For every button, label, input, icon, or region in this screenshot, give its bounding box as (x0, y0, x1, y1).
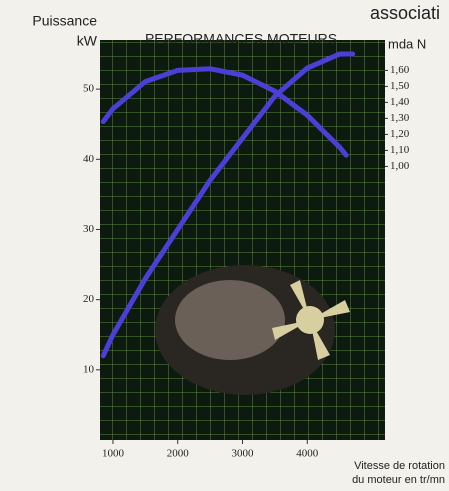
header: associati (370, 3, 440, 23)
y-tick-label: 40 (83, 153, 95, 165)
y-tick-label: 20 (83, 293, 95, 305)
y-tick-label: 30 (83, 223, 95, 235)
y2-tick-label: 1,10 (390, 144, 410, 156)
x-axis-label: Vitesse de rotation (354, 460, 445, 472)
y2-tick-label: 1,20 (390, 128, 410, 140)
y2-tick-label: 1,50 (390, 80, 410, 92)
y-tick-label: 50 (83, 83, 95, 95)
x-tick-label: 4000 (296, 448, 319, 460)
y-tick-label: 10 (83, 363, 95, 375)
line-series (100, 66, 349, 158)
y-axis-label: kW (77, 33, 98, 49)
line-series (100, 51, 356, 359)
y2-tick-label: 1,60 (390, 64, 410, 76)
y2-tick-label: 1,00 (390, 160, 410, 172)
y-axis-label: Puissance (32, 13, 97, 29)
y2-tick-label: 1,40 (390, 96, 410, 108)
x-tick-label: 3000 (232, 448, 255, 460)
x-axis-label: du moteur en tr/mn (352, 474, 445, 486)
engine-photo (155, 265, 350, 395)
x-tick-label: 1000 (102, 448, 125, 460)
x-tick-label: 2000 (167, 448, 190, 460)
y2-tick-label: 1,30 (390, 112, 410, 124)
y2-axis-label: mda N (388, 36, 426, 51)
chart-title: PERFORMANCES MOTEURS (145, 31, 337, 47)
